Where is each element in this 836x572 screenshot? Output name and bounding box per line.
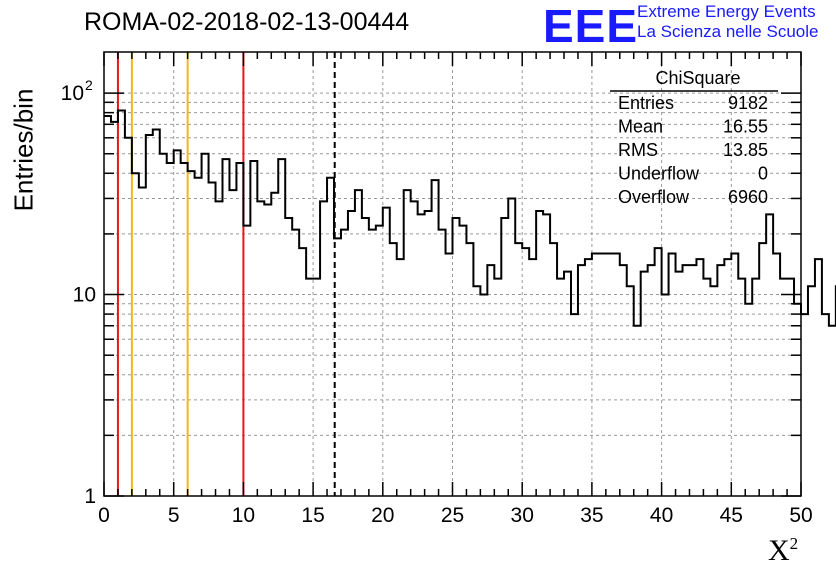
x-tick-label: 50	[789, 504, 812, 527]
x-axis-label: X2	[768, 534, 798, 568]
stats-row-value: 6960	[728, 187, 768, 207]
grid	[104, 52, 801, 496]
x-tick-label: 20	[371, 504, 394, 527]
stats-row-label: Entries	[618, 93, 674, 113]
marker-lines	[116, 52, 336, 496]
x-tick-label: 45	[720, 504, 743, 527]
stats-row-label: Underflow	[618, 164, 700, 184]
stats-row-value: 16.55	[723, 117, 768, 137]
x-tick-label: 15	[301, 504, 324, 527]
y-tick-label-exp: 2	[85, 77, 93, 93]
y-tick-label: 10	[73, 284, 96, 307]
y-tick-label: 10	[61, 82, 84, 105]
brand-line-1: Extreme Energy Events	[637, 2, 816, 21]
x-axis-label-exp: 2	[789, 534, 799, 553]
x-tick-label: 25	[441, 504, 464, 527]
stats-row-value: 0	[758, 164, 768, 184]
x-tick-label: 0	[98, 504, 110, 527]
x-tick-label: 5	[168, 504, 180, 527]
x-tick-label: 40	[650, 504, 673, 527]
axis-ticks	[103, 52, 802, 497]
x-tick-label: 30	[511, 504, 534, 527]
stats-row-label: Mean	[618, 117, 663, 137]
x-tick-label: 10	[232, 504, 255, 527]
y-tick-label: 1	[84, 485, 96, 508]
stats-title: ChiSquare	[655, 68, 740, 88]
stats-row-label: Overflow	[618, 187, 690, 207]
stats-row-label: RMS	[618, 140, 658, 160]
brand-line-2: La Scienza nelle Scuole	[637, 22, 819, 41]
x-tick-label: 35	[580, 504, 603, 527]
x-tick-labels: 0 5 10 15 20 25 30 35 40 45 50	[98, 504, 813, 527]
histogram-series	[104, 109, 836, 327]
stats-row-value: 9182	[728, 93, 768, 113]
eee-logo: EEE	[543, 0, 639, 52]
x-axis-label-base: X	[768, 534, 790, 567]
chart-title: ROMA-02-2018-02-13-00444	[84, 8, 410, 36]
stats-box: ChiSquare Entries 9182 Mean 16.55 RMS 13.85 Und…	[610, 68, 778, 207]
stats-row-value: 13.85	[723, 140, 768, 160]
